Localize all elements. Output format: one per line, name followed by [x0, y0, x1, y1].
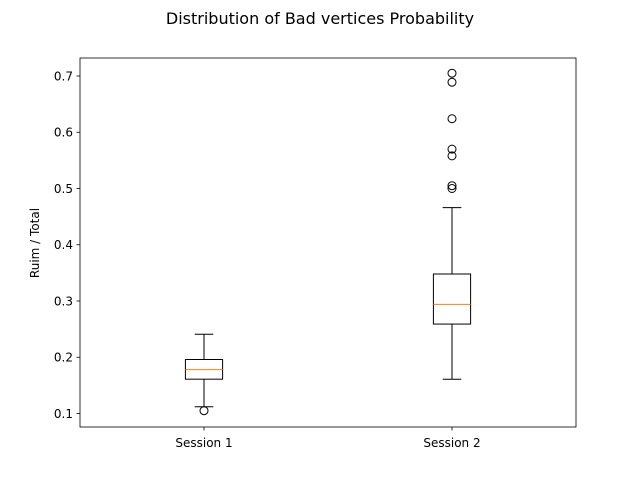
outlier-1-3	[447, 144, 457, 154]
outlier-1-5	[447, 77, 457, 87]
y-tick-label-3: 0.4	[54, 238, 73, 252]
y-tick-label-2: 0.3	[54, 294, 73, 308]
x-tick-label-1: Session 2	[423, 436, 480, 450]
x-tick-label-0: Session 1	[175, 436, 232, 450]
outlier-1-1	[447, 181, 457, 191]
y-tick-label-4: 0.5	[54, 182, 73, 196]
y-axis-label: Ruim / Total	[28, 208, 42, 278]
axes-frame	[79, 57, 577, 428]
chart-title: Distribution of Bad vertices Probability	[166, 9, 474, 28]
y-tick-label-1: 0.2	[54, 351, 73, 365]
outlier-1-0	[447, 184, 457, 193]
outlier-0-0	[199, 406, 209, 416]
box-1	[432, 273, 472, 325]
y-tick-label-5: 0.6	[54, 126, 73, 140]
y-tick-label-0: 0.1	[54, 407, 73, 421]
outlier-1-4	[447, 114, 457, 124]
outlier-1-2	[447, 151, 457, 161]
outlier-1-6	[447, 68, 457, 78]
y-tick-label-6: 0.7	[54, 69, 73, 83]
plot-area: 0.1 0.2 0.3 0.4 0.5 0.6 0.7 Session 1 Session 2	[54, 57, 577, 450]
